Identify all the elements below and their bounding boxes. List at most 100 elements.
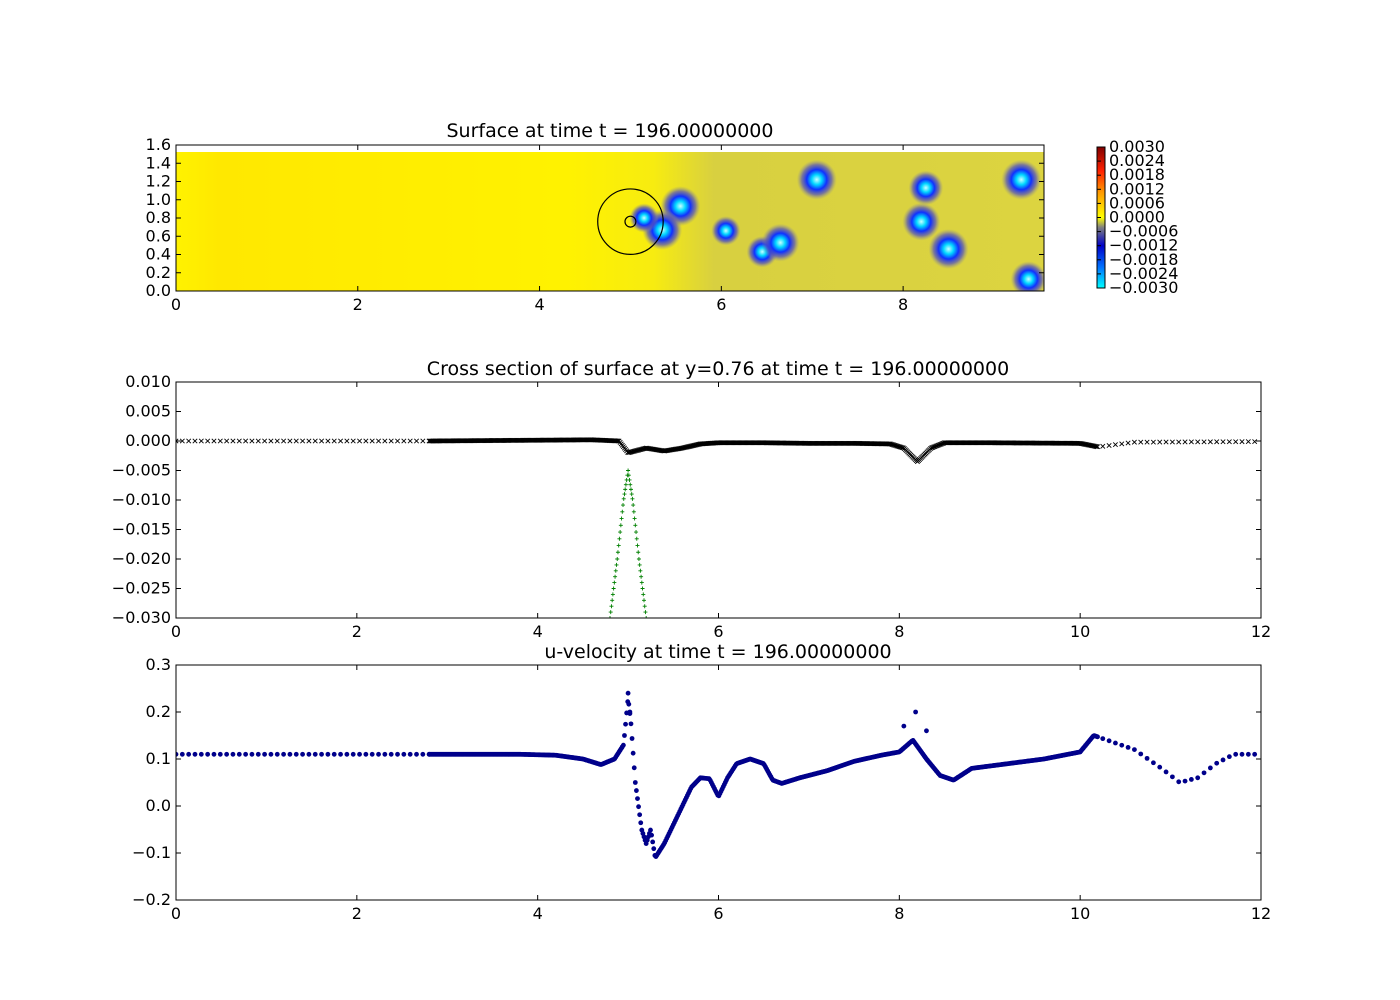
y-tick-label: −0.020 xyxy=(112,549,171,568)
pressure-point xyxy=(639,580,644,585)
velocity-point xyxy=(1100,736,1106,742)
x-tick-label: 0 xyxy=(171,904,181,923)
x-tick-label: 4 xyxy=(534,295,544,314)
velocity-point xyxy=(1132,747,1137,752)
velocity-point xyxy=(262,751,268,757)
x-tick-label: 2 xyxy=(352,904,362,923)
pressure-point xyxy=(608,616,612,618)
velocity-point xyxy=(205,751,211,757)
velocity-point xyxy=(625,690,631,696)
surface-point xyxy=(255,438,261,444)
surface-point xyxy=(224,438,230,444)
pressure-point xyxy=(616,543,621,548)
x-tick-label: 10 xyxy=(1070,904,1090,923)
cross-section-panel: Cross section of surface at y=0.76 at ti… xyxy=(112,358,1271,641)
surface-point xyxy=(1201,439,1207,445)
x-tick-label: 12 xyxy=(1251,904,1271,923)
surface-field xyxy=(176,152,1044,291)
velocity-point xyxy=(1239,751,1245,757)
pressure-point xyxy=(638,568,643,573)
pressure-point xyxy=(626,473,631,478)
y-tick-label: 1.6 xyxy=(146,135,171,154)
cross-section-axes-frame xyxy=(175,381,1262,619)
surface-point xyxy=(413,438,420,444)
surface-point xyxy=(1195,439,1201,445)
surface-point xyxy=(293,438,299,444)
velocity-point xyxy=(1245,751,1251,757)
velocity-point xyxy=(306,751,312,757)
pressure-point xyxy=(613,574,618,579)
pressure-point xyxy=(640,586,645,591)
surface-point xyxy=(319,438,325,444)
y-tick-label: 0.010 xyxy=(125,372,171,391)
depression-blob xyxy=(711,216,741,246)
velocity-point xyxy=(1151,760,1156,766)
surface-point xyxy=(1214,439,1220,445)
velocity-point xyxy=(268,751,274,757)
moving-body xyxy=(597,188,664,255)
y-tick-label: 1.4 xyxy=(146,153,171,172)
y-tick-label: −0.2 xyxy=(132,890,171,909)
velocity-point xyxy=(176,751,179,757)
pressure-point xyxy=(618,530,623,535)
velocity-point xyxy=(635,796,640,802)
x-tick-label: 4 xyxy=(533,622,543,641)
velocity-point xyxy=(631,765,637,771)
y-tick-label: 0.005 xyxy=(125,402,171,421)
pressure-point xyxy=(608,610,613,615)
u-velocity-axis-ticks: 0 2 4 6 8 10 12 0.3 0.2 0.1 0.0 −0.1 −0.2 xyxy=(132,655,1271,923)
velocity-point xyxy=(230,751,236,757)
pressure-point xyxy=(614,562,619,567)
surface-point xyxy=(1233,439,1239,445)
surface-point xyxy=(306,438,312,444)
surface-point xyxy=(401,438,407,444)
surface-point xyxy=(1220,439,1226,445)
velocity-point xyxy=(1163,769,1169,775)
velocity-point xyxy=(420,751,426,757)
y-tick-label: −0.1 xyxy=(132,843,171,862)
velocity-point xyxy=(338,751,343,757)
velocity-point xyxy=(627,709,633,715)
pressure-point xyxy=(636,550,641,555)
velocity-point xyxy=(287,751,293,757)
velocity-point xyxy=(363,751,369,757)
surface-point xyxy=(325,438,331,444)
x-tick-label: 2 xyxy=(353,295,363,314)
pressure-point xyxy=(631,503,636,508)
pressure-point xyxy=(631,509,636,514)
y-tick-label: 1.2 xyxy=(146,172,171,191)
surface-point xyxy=(312,438,318,444)
y-tick-label: 0.0 xyxy=(146,796,171,815)
surface-point xyxy=(1095,444,1101,450)
depression-blob xyxy=(796,159,837,200)
surface-point xyxy=(236,438,242,444)
velocity-point xyxy=(249,751,255,757)
cross-section-title: Cross section of surface at y=0.76 at ti… xyxy=(427,358,1009,380)
surface-point xyxy=(1093,444,1099,450)
pressure-point xyxy=(643,610,648,615)
surface-point xyxy=(205,438,211,444)
pressure-point xyxy=(609,604,614,609)
pressure-point xyxy=(634,530,639,535)
depression-blob xyxy=(761,223,800,262)
velocity-point xyxy=(1233,751,1239,757)
depression-blob xyxy=(902,202,941,241)
colorbar-tick-label: 0.0006 xyxy=(1109,193,1165,212)
velocity-point xyxy=(369,751,375,757)
velocity-point xyxy=(1214,760,1220,766)
surface-point xyxy=(262,438,268,444)
colorbar: 0.00300.00240.00180.00120.00060.0000−0.0… xyxy=(1096,137,1178,297)
surface-point xyxy=(281,438,287,444)
velocity-point xyxy=(1138,751,1144,757)
surface-point xyxy=(287,438,293,444)
pressure-point xyxy=(622,492,627,497)
velocity-point xyxy=(198,751,204,757)
velocity-point xyxy=(650,839,656,845)
depression-blob xyxy=(1010,261,1044,291)
surface-point xyxy=(350,438,356,444)
surface-point xyxy=(1163,439,1169,445)
velocity-point xyxy=(407,751,413,757)
velocity-point xyxy=(637,812,643,818)
velocity-point xyxy=(414,751,419,757)
velocity-point xyxy=(243,751,249,757)
